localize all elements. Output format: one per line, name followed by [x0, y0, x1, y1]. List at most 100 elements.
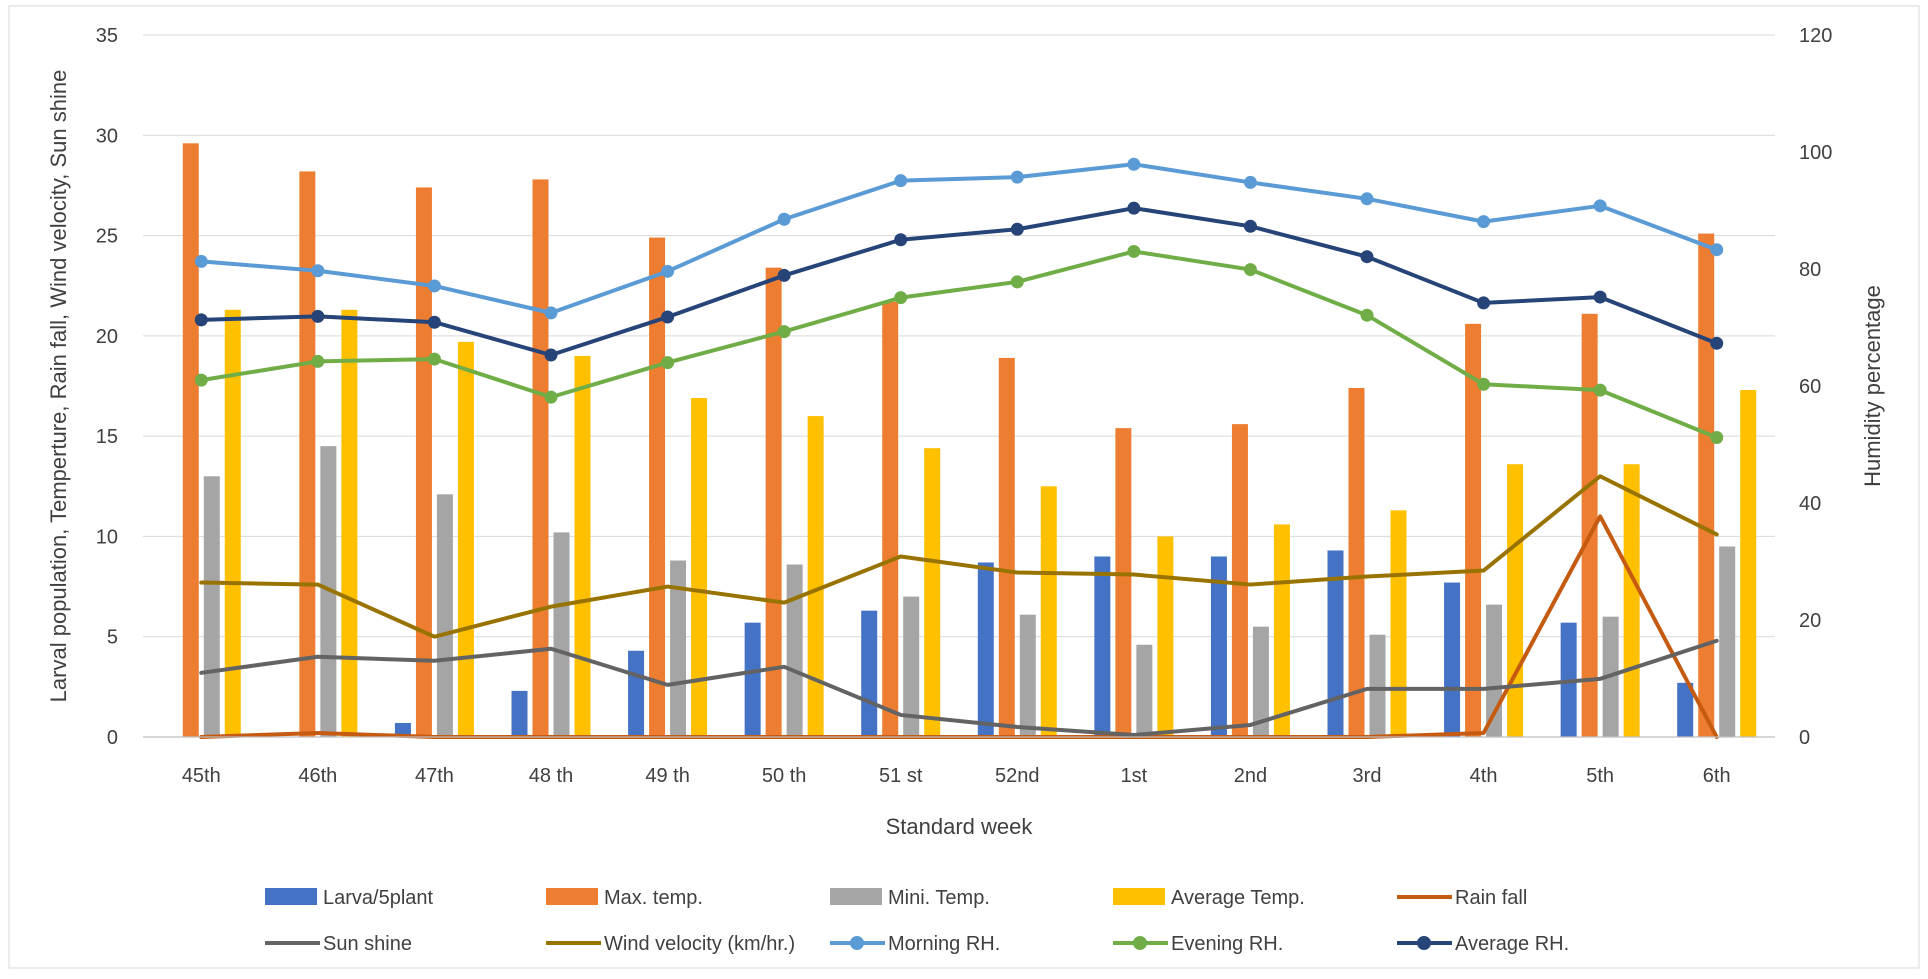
x-tick-label: 50 th — [762, 765, 806, 787]
bar-larva-5plant — [1094, 556, 1111, 737]
bar-max-temp — [649, 237, 666, 737]
point-average-rh — [1710, 336, 1724, 350]
point-morning-rh — [777, 212, 791, 226]
point-morning-rh — [1127, 157, 1141, 171]
bar-average-temp — [574, 355, 591, 737]
bar-max-temp — [182, 143, 199, 737]
bar-max-temp — [1465, 323, 1482, 737]
point-average-rh — [427, 315, 441, 329]
point-evening-rh — [894, 291, 908, 305]
legend-label-wind-velocity-km-hr: Wind velocity (km/hr.) — [604, 933, 795, 955]
bar-mini-temp — [436, 494, 453, 737]
bar-larva-5plant — [394, 722, 411, 737]
bar-average-temp — [457, 341, 474, 737]
legend-label-average-temp: Average Temp. — [1171, 887, 1305, 909]
bar-average-temp — [1740, 390, 1757, 737]
bar-larva-5plant — [628, 650, 645, 737]
bar-average-temp — [1390, 510, 1407, 737]
x-tick-label: 48 th — [529, 765, 573, 787]
bar-max-temp — [532, 179, 549, 737]
point-evening-rh — [1127, 244, 1141, 258]
point-morning-rh — [1010, 170, 1024, 184]
x-tick-label: 1st — [1121, 765, 1148, 787]
bar-larva-5plant — [1677, 682, 1694, 737]
legend-label-mini-temp: Mini. Temp. — [888, 887, 990, 909]
bar-mini-temp — [1719, 546, 1736, 737]
point-average-rh — [1477, 296, 1491, 310]
bar-max-temp — [998, 357, 1015, 737]
point-average-rh — [311, 309, 325, 323]
y-left-tick-label: 5 — [107, 627, 118, 649]
x-tick-label: 45th — [182, 765, 221, 787]
y-right-tick-label: 40 — [1799, 493, 1821, 515]
point-morning-rh — [1593, 199, 1607, 213]
point-morning-rh — [311, 264, 325, 278]
point-morning-rh — [544, 306, 558, 320]
legend-label-rain-fall: Rain fall — [1455, 887, 1527, 909]
point-evening-rh — [777, 325, 791, 339]
point-morning-rh — [1360, 192, 1374, 206]
bar-larva-5plant — [744, 622, 761, 737]
legend: Larva/5plant Max. temp. Mini. Temp. Average… — [265, 887, 1569, 955]
x-axis-title: Standard week — [886, 814, 1034, 839]
bar-max-temp — [1115, 428, 1132, 737]
legend-marker-morning-rh — [850, 936, 864, 950]
y-right-tick-label: 20 — [1799, 610, 1821, 632]
bar-mini-temp — [786, 564, 803, 737]
legend-label-larva-5plant: Larva/5plant — [323, 887, 434, 909]
y-left-tick-label: 25 — [96, 226, 118, 248]
bar-larva-5plant — [861, 610, 878, 737]
legend-label-evening-rh: Evening RH. — [1171, 933, 1283, 955]
bar-mini-temp — [1019, 614, 1036, 737]
y-right-tick-label: 80 — [1799, 259, 1821, 281]
x-tick-label: 51 st — [879, 765, 923, 787]
x-tick-label: 2nd — [1234, 765, 1267, 787]
point-morning-rh — [427, 279, 441, 293]
bar-average-temp — [807, 416, 824, 737]
bar-average-temp — [224, 309, 241, 737]
x-tick-label: 6th — [1703, 765, 1731, 787]
legend-label-average-rh: Average RH. — [1455, 933, 1569, 955]
bar-mini-temp — [903, 596, 920, 737]
point-evening-rh — [544, 390, 558, 404]
y-left-tick-label: 30 — [96, 125, 118, 147]
axes: 0 5 10 15 20 25 30 35 0 20 40 60 80 100 120 45th 46th 47t… — [96, 25, 1833, 787]
x-tick-label: 5th — [1586, 765, 1614, 787]
y-left-tick-label: 35 — [96, 25, 118, 47]
line-morning-rh — [199, 162, 1719, 315]
x-tick-label: 49 th — [645, 765, 689, 787]
point-average-rh — [194, 313, 208, 327]
point-average-rh — [1593, 290, 1607, 304]
bar-mini-temp — [1252, 626, 1269, 737]
legend-marker-evening-rh — [1133, 936, 1147, 950]
bar-average-temp — [1273, 524, 1290, 737]
point-evening-rh — [1477, 377, 1491, 391]
point-average-rh — [544, 348, 558, 362]
point-average-rh — [777, 268, 791, 282]
bar-larva-5plant — [1444, 582, 1461, 737]
point-average-rh — [1010, 222, 1024, 236]
line-wind-velocity-km-hr — [199, 474, 1719, 639]
y-left-tick-label: 0 — [107, 727, 118, 749]
y-left-tick-label: 10 — [96, 526, 118, 548]
y-right-tick-label: 60 — [1799, 376, 1821, 398]
bar-max-temp — [415, 187, 432, 738]
y-right-tick-label: 100 — [1799, 142, 1832, 164]
legend-label-max-temp: Max. temp. — [604, 887, 703, 909]
line-evening-rh — [199, 249, 1719, 440]
bar-max-temp — [765, 267, 782, 737]
point-evening-rh — [194, 373, 208, 387]
point-evening-rh — [1593, 383, 1607, 397]
x-tick-label: 52nd — [995, 765, 1040, 787]
bar-mini-temp — [1136, 644, 1153, 737]
point-average-rh — [894, 233, 908, 247]
point-evening-rh — [661, 356, 675, 370]
point-evening-rh — [427, 352, 441, 366]
point-morning-rh — [894, 174, 908, 188]
point-morning-rh — [1710, 243, 1724, 257]
x-tick-label: 46th — [298, 765, 337, 787]
bar-average-temp — [1040, 486, 1057, 737]
line-average-rh — [199, 206, 1719, 357]
